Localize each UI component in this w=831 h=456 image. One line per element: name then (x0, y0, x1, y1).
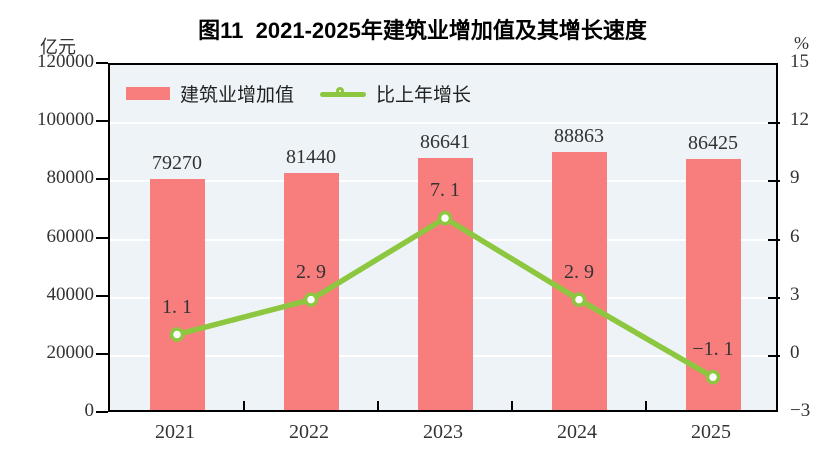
left-axis-tick-label: 0 (84, 400, 95, 421)
x-axis-label: 2025 (691, 421, 731, 443)
growth-line-path (174, 215, 716, 380)
chart-title: 图11 2021-2025年建筑业增加值及其增长速度 (198, 18, 647, 43)
right-axis-tick-mark (768, 122, 780, 125)
right-axis-unit: % (794, 33, 809, 53)
bar-2023 (417, 158, 473, 410)
legend: 建筑业增加值 比上年增长 (126, 80, 471, 107)
left-axis-unit: 亿元 (40, 37, 76, 57)
right-axis-tick-mark (768, 238, 780, 241)
growth-line-series (169, 210, 721, 385)
bar-value-label: 81440 (286, 146, 336, 169)
left-axis-tick-mark (96, 294, 108, 297)
x-axis-label: 2022 (289, 421, 329, 443)
growth-point-marker (169, 327, 185, 342)
x-axis-tick-mark (645, 401, 647, 410)
bar-value-label: 79270 (152, 152, 202, 175)
bar-value-label: 86641 (420, 131, 470, 154)
growth-value-label: 2. 9 (296, 260, 326, 283)
bar-value-label: 86425 (688, 131, 738, 154)
right-axis-tick-label: 12 (790, 109, 809, 131)
line-series-marker-icon (320, 86, 367, 102)
bar-2024 (551, 151, 607, 410)
x-axis-label: 2021 (155, 421, 195, 443)
x-axis-label: 2023 (423, 421, 463, 443)
left-axis-tick-label: 40000 (46, 283, 95, 305)
left-axis-tick-mark (96, 178, 108, 181)
right-axis-tick-label: 3 (790, 283, 800, 305)
left-axis-tick-mark (96, 62, 108, 64)
left-axis-tick-label: 20000 (46, 341, 95, 363)
growth-point-marker (437, 210, 453, 226)
right-axis-tick-label: 6 (790, 225, 800, 247)
left-axis-tick-label: 100000 (37, 109, 94, 131)
left-axis-tick-mark (96, 120, 108, 123)
legend-label-line-series: 比上年增长 (376, 85, 472, 106)
right-axis-tick-mark (768, 296, 780, 299)
left-axis-tick-label: 120000 (37, 51, 94, 72)
x-axis-tick-mark (377, 401, 379, 410)
right-axis-tick-label: 9 (790, 167, 800, 189)
left-axis-tick-mark (96, 352, 108, 355)
right-axis-tick-label: 0 (790, 341, 800, 363)
x-axis-tick-mark (243, 401, 245, 410)
growth-value-label: −1. 1 (692, 338, 734, 361)
bar-value-label: 88863 (554, 124, 604, 147)
growth-value-label: 7. 1 (430, 179, 460, 202)
x-axis-label: 2024 (557, 421, 597, 443)
right-axis-tick-label: −3 (790, 400, 811, 421)
left-axis-tick-mark (96, 411, 108, 413)
right-axis-tick-mark (768, 354, 780, 357)
plot-area: 建筑业增加值 比上年增长 79270 81440 86641 88863 86425 1.… (108, 63, 780, 412)
left-axis-tick-label: 60000 (46, 225, 95, 247)
right-axis-tick-label: 15 (790, 51, 809, 72)
left-axis-tick-label: 80000 (46, 167, 95, 189)
right-axis-tick-mark (768, 180, 780, 183)
bar-2021 (149, 179, 205, 410)
growth-value-label: 1. 1 (162, 295, 192, 318)
growth-value-label: 2. 9 (564, 260, 594, 283)
growth-point-marker (571, 292, 587, 307)
x-axis-tick-mark (511, 401, 513, 410)
growth-point-marker (303, 292, 319, 307)
growth-point-marker (705, 369, 721, 385)
legend-label-bar-series: 建筑业增加值 (180, 85, 295, 106)
bar-series-swatch (126, 87, 170, 100)
left-axis-tick-mark (96, 236, 108, 239)
gridline (110, 122, 776, 125)
